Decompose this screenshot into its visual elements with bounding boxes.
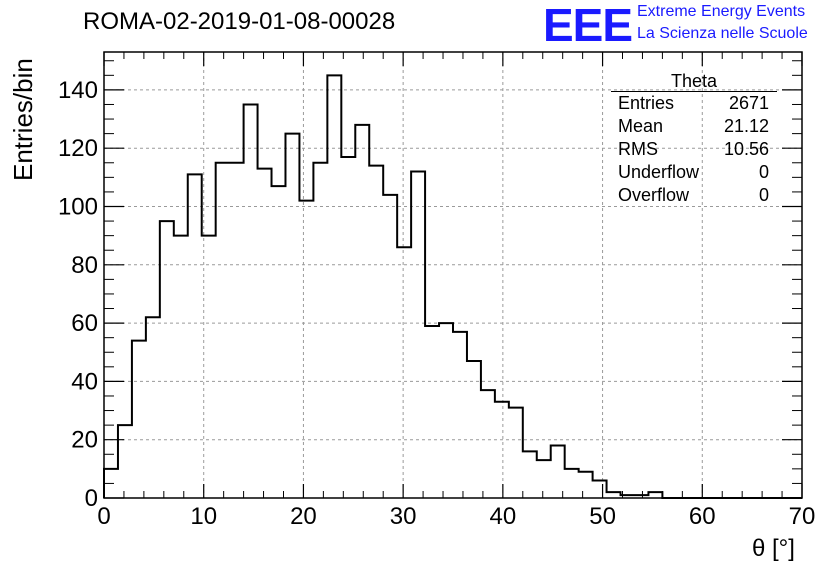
histogram-bin bbox=[425, 326, 439, 498]
histogram-bin bbox=[160, 221, 174, 498]
histogram-bin bbox=[216, 163, 230, 498]
x-tick-label: 30 bbox=[390, 503, 417, 530]
org-name-line1: Extreme Energy Events bbox=[637, 3, 806, 20]
histogram-bin bbox=[285, 134, 299, 498]
stats-row-underflow: Underflow 0 bbox=[611, 161, 777, 184]
histogram-bin bbox=[537, 460, 551, 498]
stats-row-overflow: Overflow 0 bbox=[611, 184, 777, 207]
histogram-bin bbox=[383, 195, 397, 498]
stats-label: RMS bbox=[618, 139, 658, 159]
histogram-bin bbox=[258, 169, 272, 498]
histogram-bin bbox=[272, 186, 286, 498]
histogram-bins bbox=[104, 75, 662, 498]
tick-labels: 0 10 20 30 40 50 60 70 0 20 40 60 80 100 120 140 bbox=[58, 77, 815, 530]
stats-label: Overflow bbox=[618, 185, 690, 205]
histogram-bin bbox=[118, 425, 132, 498]
histogram-bin bbox=[188, 174, 202, 498]
y-tick-label: 120 bbox=[58, 135, 98, 162]
y-tick-label: 140 bbox=[58, 77, 98, 104]
x-tick-label: 50 bbox=[589, 503, 616, 530]
histogram-bin bbox=[439, 323, 453, 498]
x-tick-label: 0 bbox=[97, 503, 110, 530]
stats-row-mean: Mean 21.12 bbox=[611, 115, 777, 138]
stats-box-title: Theta bbox=[611, 72, 777, 92]
histogram-bin bbox=[230, 163, 244, 498]
y-axis-label: Entries/bin bbox=[8, 58, 38, 181]
stats-label: Underflow bbox=[618, 162, 700, 182]
histogram-bin bbox=[523, 451, 537, 498]
y-tick-label: 80 bbox=[71, 252, 98, 279]
histogram-bin bbox=[174, 236, 188, 498]
histogram-bin bbox=[495, 402, 509, 498]
histogram-bin bbox=[146, 317, 160, 498]
stats-value: 0 bbox=[758, 185, 769, 205]
histogram-bin bbox=[579, 472, 593, 498]
histogram-bin bbox=[132, 341, 146, 498]
histogram-bin bbox=[411, 172, 425, 498]
stats-value: 21.12 bbox=[723, 116, 769, 136]
histogram-bin bbox=[327, 75, 341, 498]
stats-value: 10.56 bbox=[723, 139, 769, 159]
x-tick-label: 60 bbox=[689, 503, 716, 530]
y-tick-label: 60 bbox=[71, 310, 98, 337]
histogram-bin bbox=[551, 446, 565, 498]
histogram-bin bbox=[369, 166, 383, 498]
histogram-bin bbox=[299, 201, 313, 498]
stats-box: Theta Entries 2671 Mean 21.12 RMS 10.56 … bbox=[611, 72, 777, 207]
y-tick-label: 40 bbox=[71, 368, 98, 395]
x-tick-label: 20 bbox=[290, 503, 317, 530]
axis-ticks bbox=[103, 52, 803, 499]
stats-value: 0 bbox=[758, 162, 769, 182]
histogram-bin bbox=[355, 125, 369, 498]
y-tick-label: 20 bbox=[71, 427, 98, 454]
histogram-bin bbox=[593, 481, 607, 498]
histogram-bin bbox=[341, 157, 355, 498]
plot-frame bbox=[103, 51, 803, 499]
histogram-bin bbox=[481, 390, 495, 498]
chart-title: ROMA-02-2019-01-08-00028 bbox=[83, 8, 396, 35]
histogram-bin bbox=[244, 104, 258, 498]
org-name-line2: La Scienza nelle Scuole bbox=[637, 25, 808, 42]
stats-row-rms: RMS 10.56 bbox=[611, 138, 777, 161]
histogram-bin bbox=[313, 163, 327, 498]
x-tick-label: 40 bbox=[490, 503, 517, 530]
x-tick-label: 70 bbox=[789, 503, 816, 530]
histogram-bin bbox=[565, 469, 579, 498]
stats-label: Mean bbox=[618, 116, 664, 136]
stats-row-entries: Entries 2671 bbox=[611, 92, 777, 115]
y-tick-label: 0 bbox=[85, 485, 98, 512]
histogram-bin bbox=[453, 332, 467, 498]
stats-value: 2671 bbox=[728, 93, 769, 113]
grid-lines bbox=[104, 52, 802, 498]
x-tick-label: 10 bbox=[190, 503, 217, 530]
stats-label: Entries bbox=[618, 93, 675, 113]
histogram-bin bbox=[397, 247, 411, 498]
eee-logo: EEE bbox=[543, 0, 633, 51]
histogram-bin bbox=[509, 408, 523, 498]
x-axis-label: θ [°] bbox=[752, 535, 795, 562]
y-tick-label: 100 bbox=[58, 193, 98, 220]
